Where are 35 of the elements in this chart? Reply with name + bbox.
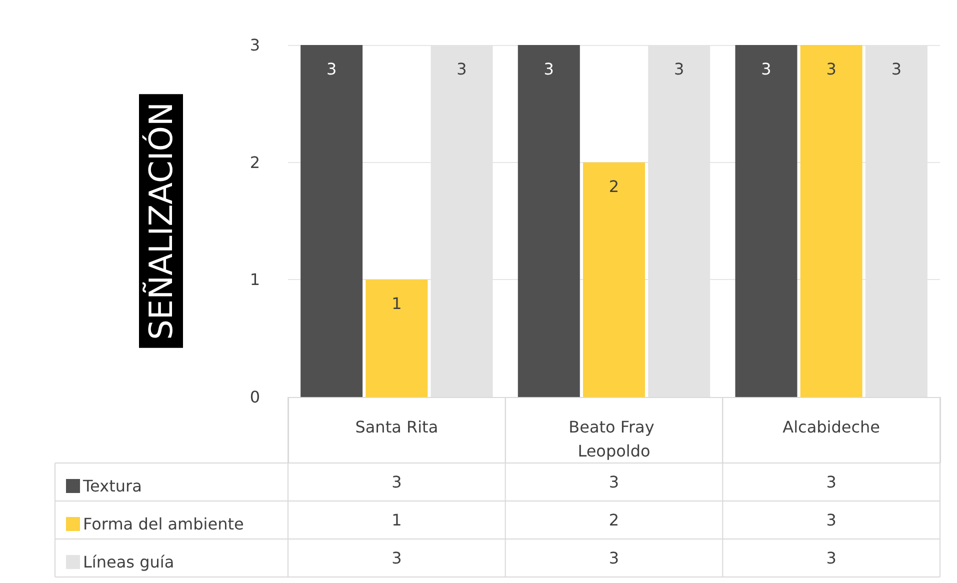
data-label: 1 bbox=[392, 510, 402, 530]
bar bbox=[300, 45, 363, 397]
legend-label: Forma del ambiente bbox=[83, 514, 244, 534]
bar bbox=[800, 45, 862, 397]
text: 3 bbox=[891, 60, 902, 78]
bar bbox=[366, 280, 428, 397]
bar bbox=[518, 45, 580, 397]
text: 2 bbox=[608, 176, 620, 196]
data-label: 3 bbox=[608, 548, 620, 568]
text: 3 bbox=[674, 60, 684, 78]
text: 3 bbox=[761, 60, 772, 78]
x-tick-label: Alcabideche bbox=[782, 418, 880, 436]
y-axis-title: SEÑALIZACIÓN bbox=[142, 102, 180, 340]
data-label: 3 bbox=[392, 472, 402, 492]
y-tick-label: 2 bbox=[250, 152, 260, 172]
text: 1 bbox=[392, 294, 402, 314]
text: 3 bbox=[544, 60, 554, 78]
data-label: 3 bbox=[608, 472, 620, 492]
x-tick-label: Santa Rita bbox=[355, 418, 438, 436]
data-label: 3 bbox=[826, 510, 836, 530]
y-tick-label: 1 bbox=[250, 270, 260, 290]
text: 3 bbox=[826, 60, 836, 78]
text: 3 bbox=[326, 60, 337, 78]
x-tick-label: Beato Fray Leopoldo bbox=[568, 418, 660, 460]
data-label: 3 bbox=[826, 472, 836, 492]
data-label: 2 bbox=[608, 510, 620, 530]
bar bbox=[735, 45, 798, 397]
data-label: 3 bbox=[392, 548, 402, 568]
bar bbox=[583, 162, 645, 397]
y-tick-label: 3 bbox=[250, 36, 260, 54]
text: 3 bbox=[456, 60, 467, 78]
data-label: 3 bbox=[826, 548, 836, 568]
y-tick-label: 0 bbox=[250, 388, 260, 406]
legend-label: Líneas guía bbox=[83, 552, 174, 572]
legend-label: Textura bbox=[82, 476, 142, 496]
